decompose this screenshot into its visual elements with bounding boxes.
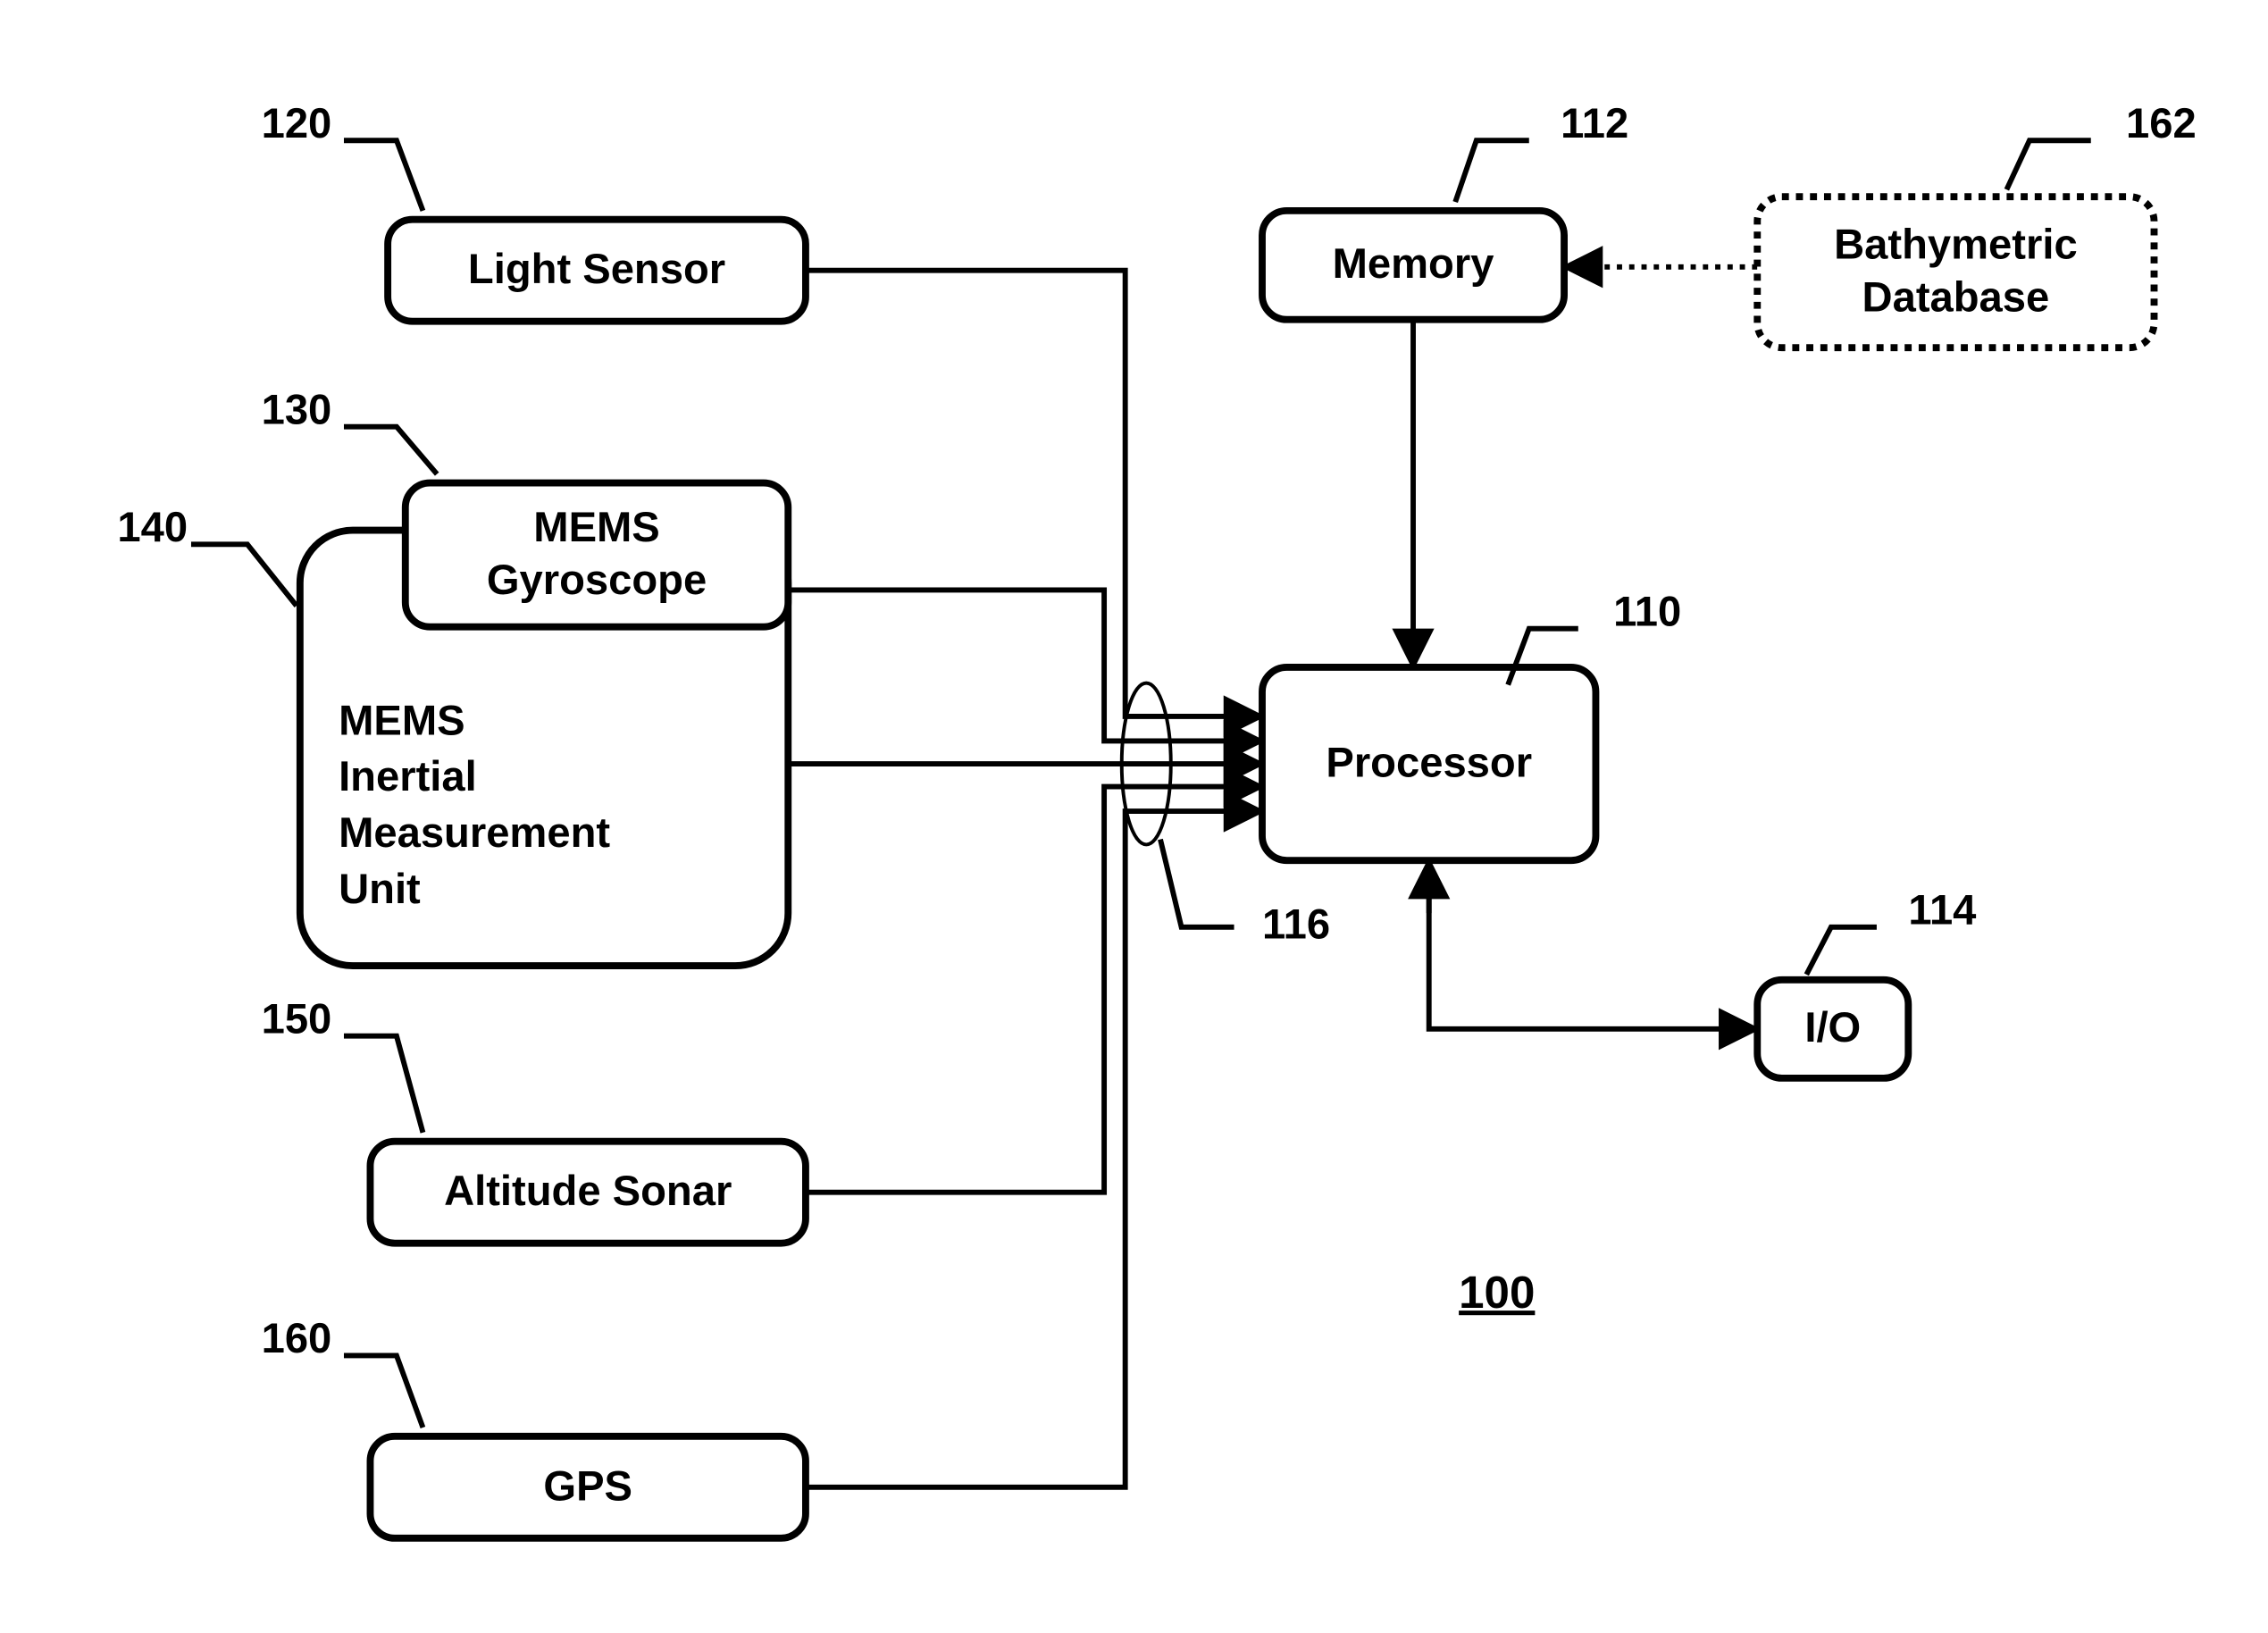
refnum-processor: 110: [1613, 587, 1681, 634]
refnum-altitude_sonar: 150: [262, 994, 332, 1042]
node-io-label: I/O: [1804, 1003, 1861, 1051]
leader-memory: [1455, 140, 1529, 202]
edge-light_sensor-to-processor: [806, 271, 1262, 716]
leader-bathymetric: [2006, 140, 2090, 189]
refnum-memory: 112: [1561, 99, 1628, 147]
edge-processor-to-io: [1429, 860, 1758, 1029]
node-imu-label-2: Measurement: [339, 808, 610, 856]
leader-bus: [1160, 840, 1234, 927]
leader-mems_gyro: [344, 427, 437, 474]
node-imu-label-3: Unit: [339, 865, 421, 912]
refnum-io: 114: [1908, 886, 1976, 934]
refnum-mems_gyro: 130: [262, 385, 332, 432]
refnum-gps: 160: [262, 1314, 332, 1361]
node-imu-label-1: Inertial: [339, 752, 477, 800]
edge-gps-to-processor: [806, 811, 1262, 1487]
connections-layer: [788, 267, 1757, 1487]
leader-altitude_sonar: [344, 1036, 423, 1133]
figure-reference: 100: [1459, 1267, 1535, 1318]
node-altitude_sonar-label: Altitude Sonar: [444, 1167, 732, 1214]
node-mems_gyro-label-2: Gyroscope: [487, 556, 707, 603]
leader-imu: [191, 544, 297, 606]
leader-gps: [344, 1355, 423, 1428]
node-imu-label-0: MEMS: [339, 696, 464, 743]
refnum-light_sensor: 120: [262, 99, 332, 147]
leader-io: [1806, 927, 1877, 975]
node-memory-label: Memory: [1333, 239, 1494, 287]
leader-light_sensor: [344, 140, 423, 211]
nodes-layer: MEMS Inertial Measurement Unit Light Sensor M…: [300, 197, 2155, 1538]
node-mems_gyro-label-1: MEMS: [533, 503, 659, 550]
node-processor-label: Processor: [1326, 738, 1532, 785]
node-light_sensor-label: Light Sensor: [468, 245, 725, 292]
edge-altitude_sonar-to-processor: [806, 787, 1262, 1193]
node-bathymetric-label-2: Database: [1862, 273, 2050, 321]
refnum-bathymetric: 162: [2126, 99, 2197, 147]
block-diagram: MEMS Inertial Measurement Unit Light Sensor M…: [0, 0, 2268, 1633]
refnum-bus: 116: [1262, 900, 1330, 947]
node-gps-label: GPS: [543, 1461, 632, 1509]
node-bathymetric-label-1: Bathymetric: [1834, 221, 2078, 268]
refnum-imu: 140: [117, 503, 188, 550]
